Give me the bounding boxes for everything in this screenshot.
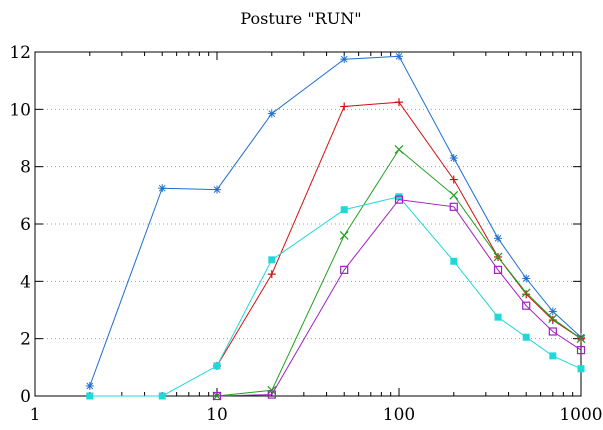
- data-point: [267, 390, 276, 399]
- marker-square: [340, 265, 349, 274]
- marker-stroke: [449, 190, 459, 200]
- y-tick-label: 6: [20, 215, 31, 235]
- marker-square: [494, 313, 502, 321]
- data-point: [395, 52, 403, 61]
- data-point: [213, 185, 221, 194]
- marker-square: [449, 202, 458, 211]
- marker-square: [548, 327, 557, 336]
- y-tick-label: 0: [20, 387, 31, 407]
- data-point: [394, 145, 404, 154]
- marker-square: [549, 352, 557, 360]
- marker-square: [522, 301, 531, 310]
- data-point: [340, 102, 349, 111]
- data-point: [548, 327, 557, 336]
- y-tick-label: 8: [20, 158, 31, 178]
- marker-square: [493, 265, 503, 274]
- data-point: [394, 195, 404, 204]
- x-tick-label: 1000: [559, 405, 602, 425]
- data-point: [576, 346, 586, 355]
- data-point: [340, 206, 348, 214]
- marker-square: [450, 257, 458, 265]
- marker-square: [576, 346, 586, 355]
- series-line: [216, 199, 582, 397]
- label-layer: 0 2 4 6 8 10 12 1 10 100 1000: [9, 43, 602, 425]
- data-point: [395, 98, 403, 107]
- data-point: [340, 265, 349, 274]
- data-point: [548, 314, 558, 324]
- data-point: [577, 365, 585, 373]
- data-point: [494, 313, 502, 321]
- marker-square: [267, 390, 276, 399]
- data-point: [267, 385, 277, 395]
- series-3: [212, 145, 586, 401]
- grid-layer: [35, 108, 581, 340]
- data-point: [86, 392, 94, 400]
- marker-stroke: [267, 385, 277, 395]
- data-point: [340, 55, 349, 64]
- data-point: [339, 231, 349, 240]
- data-point: [493, 252, 503, 262]
- series-5: [212, 195, 586, 401]
- series-layer: [85, 52, 586, 401]
- data-point: [522, 301, 531, 310]
- data-point: [268, 256, 276, 264]
- marker-square: [340, 206, 348, 214]
- y-tick-label: 10: [9, 100, 31, 120]
- marker-square: [268, 256, 276, 264]
- data-point: [522, 290, 531, 299]
- data-point: [158, 184, 167, 193]
- data-point: [449, 154, 458, 163]
- data-point: [521, 288, 531, 298]
- marker-stroke: [493, 252, 503, 262]
- data-point: [450, 257, 458, 265]
- marker-stroke: [394, 145, 404, 154]
- x-tick-label: 1: [30, 405, 41, 425]
- marker-square: [577, 365, 585, 373]
- y-tick-label: 2: [20, 330, 31, 350]
- marker-stroke: [521, 288, 531, 298]
- data-point: [449, 175, 458, 184]
- data-point: [158, 392, 166, 400]
- chart-title: Posture "RUN": [240, 9, 361, 28]
- series-line: [216, 101, 582, 367]
- marker-stroke: [548, 314, 558, 324]
- marker-square: [213, 362, 221, 370]
- marker-square: [522, 333, 530, 341]
- series-line: [89, 55, 582, 387]
- marker-square: [395, 193, 403, 201]
- data-point: [522, 274, 531, 283]
- data-point: [267, 109, 276, 118]
- x-tick-label: 10: [206, 405, 228, 425]
- data-point: [395, 193, 403, 201]
- data-point: [576, 334, 586, 344]
- data-point: [548, 307, 557, 316]
- series-4: [86, 193, 585, 400]
- marker-stroke: [576, 334, 586, 344]
- data-point: [494, 234, 503, 243]
- marker-stroke: [339, 231, 349, 240]
- series-1: [85, 52, 585, 390]
- data-point: [493, 265, 503, 274]
- data-point: [549, 352, 557, 360]
- y-tick-label: 12: [9, 43, 31, 63]
- series-2: [213, 98, 585, 370]
- marker-square: [394, 195, 404, 204]
- x-tick-label: 100: [383, 405, 415, 425]
- data-point: [449, 190, 459, 200]
- data-point: [212, 391, 222, 401]
- marker-square: [86, 392, 94, 400]
- data-point: [213, 362, 221, 370]
- data-point: [267, 270, 276, 279]
- series-line: [89, 196, 582, 397]
- data-point: [522, 333, 530, 341]
- marker-square: [212, 391, 222, 401]
- data-point: [449, 202, 458, 211]
- y-tick-label: 4: [20, 272, 31, 292]
- marker-square: [158, 392, 166, 400]
- data-point: [85, 381, 94, 390]
